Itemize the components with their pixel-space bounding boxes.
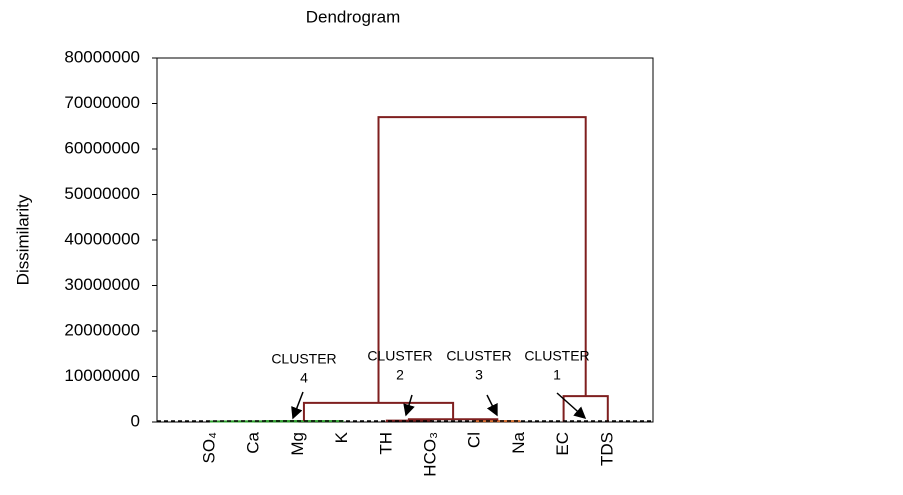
y-tick-label: 20000000 — [64, 320, 140, 339]
plot-frame — [157, 58, 653, 422]
cluster-label: 4 — [300, 370, 308, 386]
chart-title: Dendrogram — [306, 7, 401, 26]
x-tick-label: K — [332, 431, 351, 443]
x-tick-label: TH — [376, 432, 395, 455]
x-tick-label: Ca — [244, 431, 263, 453]
y-tick-label: 50000000 — [64, 184, 140, 203]
x-tick-label: Cl — [465, 432, 484, 448]
y-tick-label: 0 — [131, 411, 140, 430]
y-tick-label: 70000000 — [64, 93, 140, 112]
x-tick-label: Na — [509, 431, 528, 453]
x-tick-label: EC — [553, 432, 572, 456]
dendrogram-link — [564, 396, 608, 422]
cluster-label: CLUSTER — [446, 348, 511, 364]
cluster-arrow — [406, 395, 412, 415]
cluster-arrow — [487, 395, 497, 415]
y-tick-label: 40000000 — [64, 229, 140, 248]
y-tick-label: 30000000 — [64, 275, 140, 294]
x-tick-label: TDS — [597, 432, 616, 466]
y-axis-label: Dissimilarity — [13, 194, 32, 285]
y-tick-label: 10000000 — [64, 366, 140, 385]
cluster-label: CLUSTER — [524, 348, 589, 364]
y-tick-label: 80000000 — [64, 47, 140, 66]
cluster-label: 1 — [553, 367, 561, 383]
y-tick-label: 60000000 — [64, 138, 140, 157]
x-tick-label: HCO₃ — [420, 432, 439, 477]
x-tick-label: SO₄ — [199, 432, 218, 464]
cluster-label: CLUSTER — [367, 348, 432, 364]
x-tick-label: Mg — [288, 432, 307, 456]
cluster-label: CLUSTER — [271, 351, 336, 367]
cluster-label: 3 — [475, 367, 483, 383]
cluster-label: 2 — [396, 367, 404, 383]
cluster-arrow — [293, 392, 303, 418]
